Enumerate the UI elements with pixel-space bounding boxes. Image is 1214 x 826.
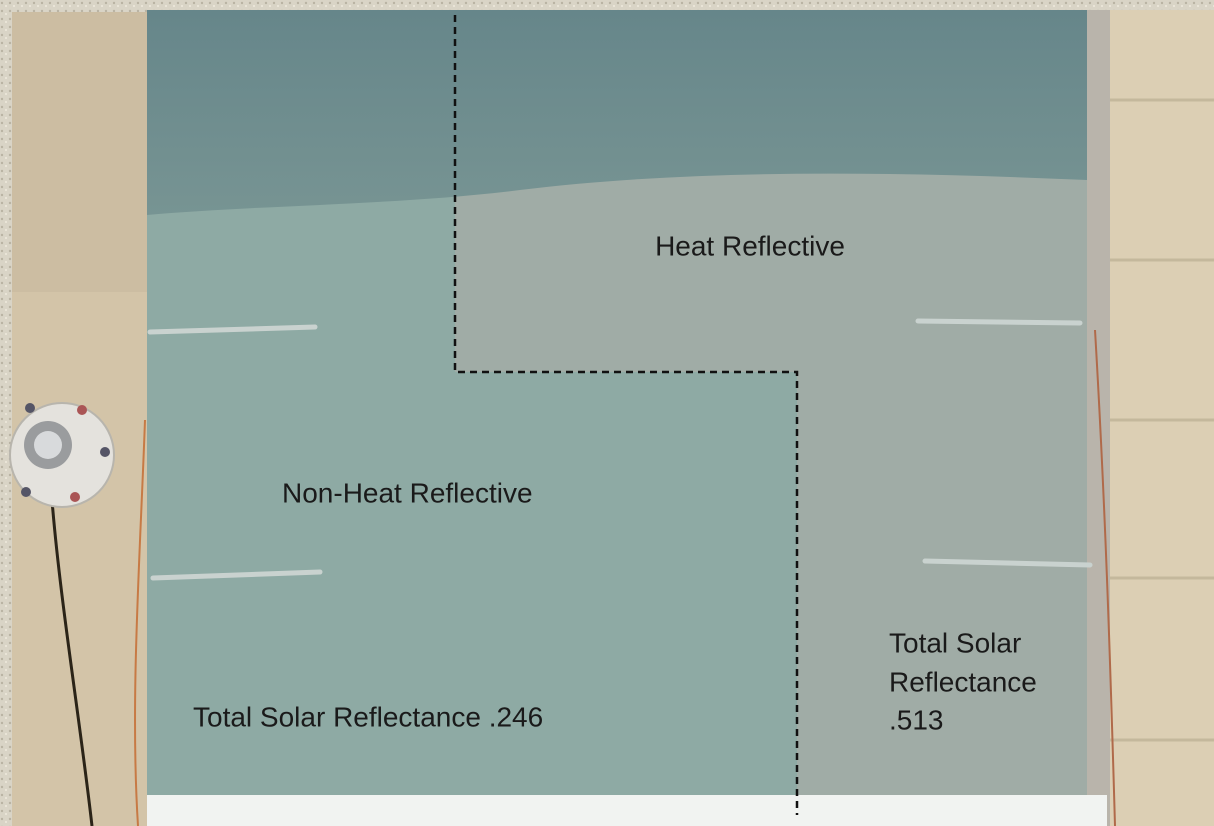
left-wall-shade — [12, 12, 148, 292]
heat-reflectance-line: Total Solar — [889, 627, 1021, 658]
non-heat-reflective-label: Non-Heat Reflective — [282, 477, 533, 508]
non-heat-reflectance-label: Total Solar Reflectance .246 — [193, 701, 543, 732]
pyranometer — [10, 403, 114, 507]
page: Heat Reflective Non-Heat Reflective Tota… — [0, 0, 1214, 826]
bottom-strip — [147, 795, 1107, 826]
heat-reflective-label: Heat Reflective — [655, 230, 845, 261]
heat-reflectance-line: Reflectance — [889, 666, 1037, 697]
photo: Heat Reflective Non-Heat Reflective Tota… — [0, 0, 1214, 826]
right-wall — [1100, 10, 1214, 826]
heat-reflectance-line: .513 — [889, 704, 944, 735]
